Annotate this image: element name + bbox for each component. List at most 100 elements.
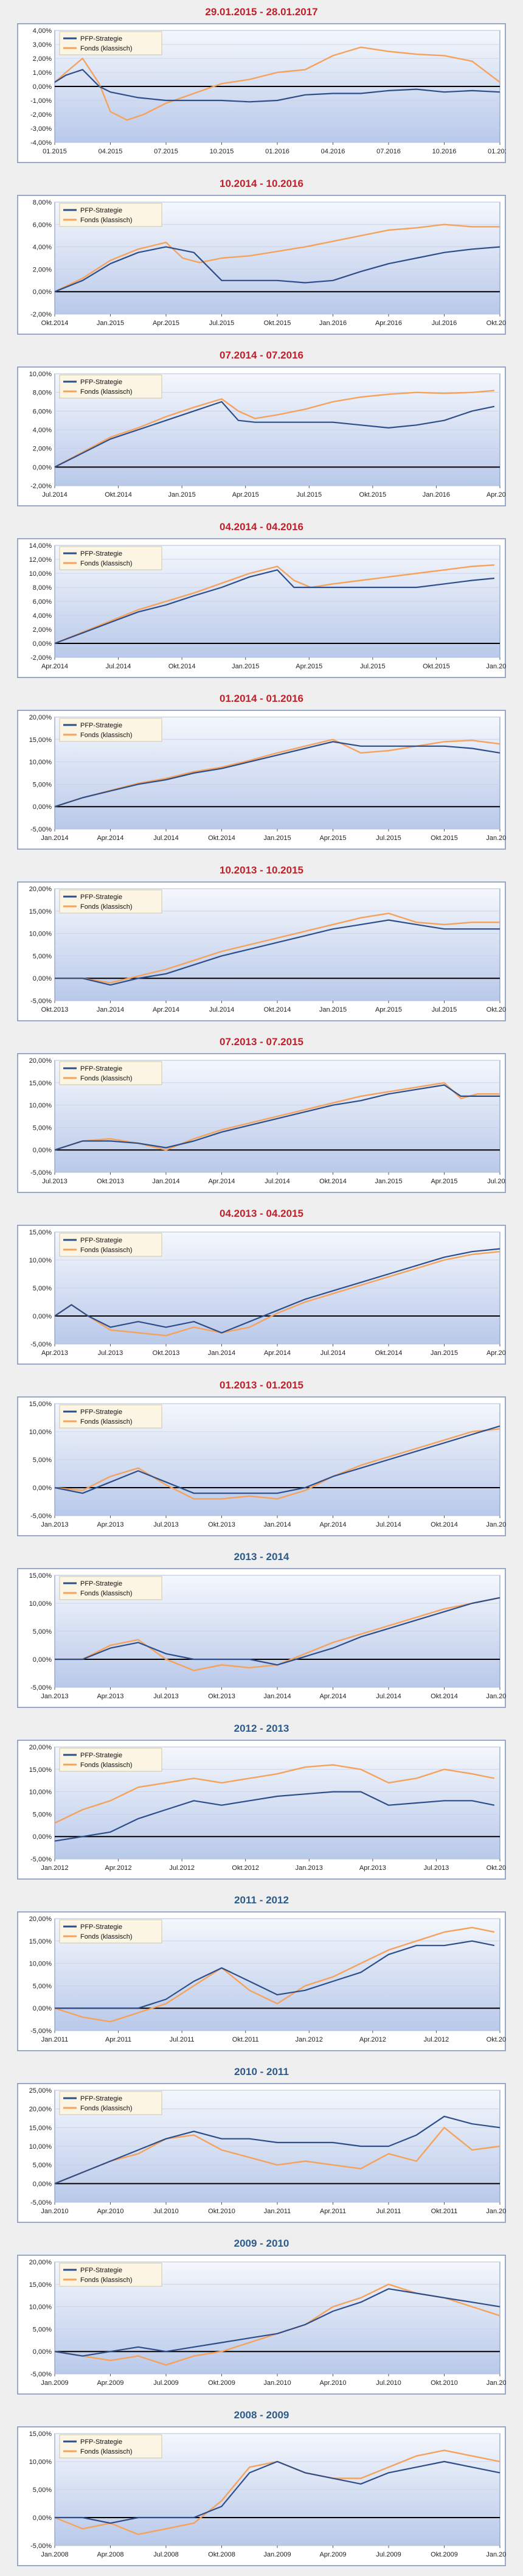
- x-tick-label: Jul.2014: [106, 663, 131, 670]
- x-tick-label: Jul.2013: [424, 1864, 449, 1872]
- y-tick-label: 5,00%: [33, 1457, 52, 1464]
- y-tick-label: 15,00%: [29, 1401, 52, 1408]
- chart-title: 2009 - 2010: [234, 2238, 289, 2249]
- x-tick-label: Jul.2015: [487, 1178, 506, 1185]
- legend-label: Fonds (klassisch): [80, 2277, 133, 2284]
- x-tick-label: 04.2016: [321, 148, 345, 155]
- y-tick-label: 10,00%: [29, 1961, 52, 1968]
- y-tick-label: 15,00%: [29, 2281, 52, 2289]
- chart-panel: 2013 - 2014 15,00% 10,00% 5,00% 0,00% -5,00% J…: [0, 1545, 523, 1717]
- legend-box: [59, 889, 162, 914]
- x-tick-label: Apr.2015: [153, 320, 179, 327]
- y-tick-label: 12,00%: [29, 556, 52, 564]
- x-tick-label: Jul.2013: [42, 1178, 68, 1185]
- chart-panel: 04.2013 - 04.2015 15,00% 10,00% 5,00% 0,00% -…: [0, 1202, 523, 1373]
- x-tick-label: Okt.2015: [359, 491, 387, 499]
- legend: PFP-Strategie Fonds (klassisch): [59, 203, 162, 227]
- x-tick-label: Jan.2015: [97, 320, 124, 327]
- chart-panel: 07.2013 - 07.2015 20,00% 15,00% 10,00% 5,00%…: [0, 1030, 523, 1202]
- chart-title: 29.01.2015 - 28.01.2017: [205, 6, 318, 18]
- x-tick-label: Jul.2010: [376, 2379, 401, 2387]
- chart-panel: 2011 - 2012 20,00% 15,00% 10,00% 5,00% 0,00% -…: [0, 1888, 523, 2060]
- legend-label: PFP-Strategie: [80, 1237, 122, 1244]
- chart-panel: 2009 - 2010 20,00% 15,00% 10,00% 5,00% 0,00% -…: [0, 2231, 523, 2403]
- x-tick-label: Apr.2014: [319, 1521, 346, 1528]
- x-tick-label: Jan.2011: [264, 2208, 291, 2215]
- x-tick-label: Jul.2012: [424, 2036, 449, 2043]
- x-tick-label: Apr.2012: [105, 1864, 132, 1872]
- x-tick-label: Jan.2012: [41, 1864, 68, 1872]
- y-tick-label: 6,00%: [33, 408, 52, 415]
- y-tick-label: 15,00%: [29, 908, 52, 915]
- chart-svg: 25,00% 20,00% 15,00% 10,00% 5,00% 0,00% -5,00%…: [17, 2083, 506, 2223]
- x-tick-label: Apr.2015: [375, 1006, 402, 1013]
- legend-label: Fonds (klassisch): [80, 388, 133, 396]
- y-tick-label: -2,00%: [30, 111, 52, 119]
- y-tick-label: 10,00%: [29, 1257, 52, 1264]
- legend: PFP-Strategie Fonds (klassisch): [59, 1404, 162, 1429]
- legend-label: Fonds (klassisch): [80, 1933, 133, 1941]
- chart-panel: 10.2014 - 10.2016 8,00% 6,00% 4,00% 2,00% 0,0…: [0, 172, 523, 343]
- x-tick-label: Apr.2009: [319, 2551, 346, 2558]
- chart-svg: 20,00%15,00%10,00%5,00%0,00%-5,00%Jul.20…: [17, 1053, 506, 1193]
- y-tick-label: 0,00%: [33, 2348, 52, 2356]
- x-tick-label: Apr.2016: [375, 320, 402, 327]
- x-tick-label: Jan.2014: [41, 835, 68, 842]
- y-tick-label: 2,00%: [33, 266, 52, 273]
- x-tick-label: Okt.2009: [208, 2379, 235, 2387]
- x-tick-label: Jul.2014: [42, 491, 68, 499]
- x-tick-label: Okt.2013: [153, 1349, 180, 1357]
- chart-panel: 01.2013 - 01.2015 15,00% 10,00% 5,00% 0,00% -…: [0, 1373, 523, 1545]
- x-tick-label: Jan.2014: [152, 1178, 179, 1185]
- x-tick-label: Jan.2014: [263, 1693, 291, 1700]
- series-line-strategy: [54, 2288, 500, 2357]
- x-tick-label: Jul.2013: [153, 1521, 179, 1528]
- chart-svg: 14,00% 12,00% 10,00% 8,00% 6,00% 4,00% 2,00% 0,…: [17, 538, 506, 678]
- legend-label: Fonds (klassisch): [80, 903, 133, 911]
- x-tick-label: 10.2016: [432, 148, 457, 155]
- x-tick-label: Jan.2010: [486, 2551, 506, 2558]
- legend-box: [59, 2091, 162, 2115]
- y-tick-label: 5,00%: [33, 1124, 52, 1132]
- y-tick-label: 10,00%: [29, 570, 52, 578]
- x-tick-label: Apr.2009: [97, 2379, 123, 2387]
- x-tick-label: Jul.2011: [170, 2036, 195, 2043]
- legend-label: PFP-Strategie: [80, 2267, 122, 2274]
- x-tick-label: 04.2015: [99, 148, 123, 155]
- x-tick-label: Okt.2013: [487, 1864, 506, 1872]
- x-tick-label: Jan.2014: [97, 1006, 124, 1013]
- y-tick-label: 10,00%: [29, 1789, 52, 1796]
- x-tick-label: 01.2016: [265, 148, 289, 155]
- series-line-fonds: [55, 912, 500, 984]
- x-tick-label: Jul.2015: [360, 663, 386, 670]
- x-tick-label: Apr.2014: [97, 835, 123, 842]
- x-tick-label: 01.2017: [488, 148, 506, 155]
- x-tick-label: Apr.2013: [97, 1521, 123, 1528]
- y-tick-label: 1,00%: [33, 69, 52, 77]
- legend-label: PFP-Strategie: [80, 1923, 122, 1931]
- x-tick-label: Jan.2013: [41, 1521, 68, 1528]
- y-tick-label: -5,00%: [30, 2371, 52, 2378]
- chart-title: 10.2014 - 10.2016: [219, 178, 303, 189]
- y-tick-label: 20,00%: [29, 1057, 52, 1065]
- x-tick-label: Okt.2013: [208, 1521, 235, 1528]
- legend-label: Fonds (klassisch): [80, 560, 133, 567]
- chart-svg: 15,00% 10,00% 5,00% 0,00% -5,00%Jan.2013 Apr.…: [17, 1396, 506, 1536]
- chart-svg: 20,00%15,00%10,00%5,00%0,00%-5,00%Jan.20…: [17, 1911, 506, 2051]
- x-tick-label: Apr.2013: [97, 1693, 123, 1700]
- legend-label: Fonds (klassisch): [80, 1247, 133, 1254]
- x-tick-label: Jul.2016: [432, 320, 457, 327]
- legend-box: [59, 1576, 162, 1600]
- y-tick-label: 3,00%: [33, 41, 52, 49]
- x-tick-label: Jan.2012: [296, 2036, 323, 2043]
- y-tick-label: 15,00%: [29, 737, 52, 744]
- x-tick-label: Okt.2012: [232, 1864, 259, 1872]
- x-tick-label: Okt.2013: [97, 1178, 124, 1185]
- x-tick-label: Okt.2016: [487, 320, 506, 327]
- x-tick-label: Jan.2010: [263, 2379, 291, 2387]
- y-tick-label: 0,00%: [33, 975, 52, 982]
- y-tick-label: 5,00%: [33, 2162, 52, 2169]
- x-tick-label: Jul.2015: [376, 835, 401, 842]
- x-tick-label: Apr.2014: [264, 1349, 291, 1357]
- y-tick-label: 4,00%: [33, 612, 52, 620]
